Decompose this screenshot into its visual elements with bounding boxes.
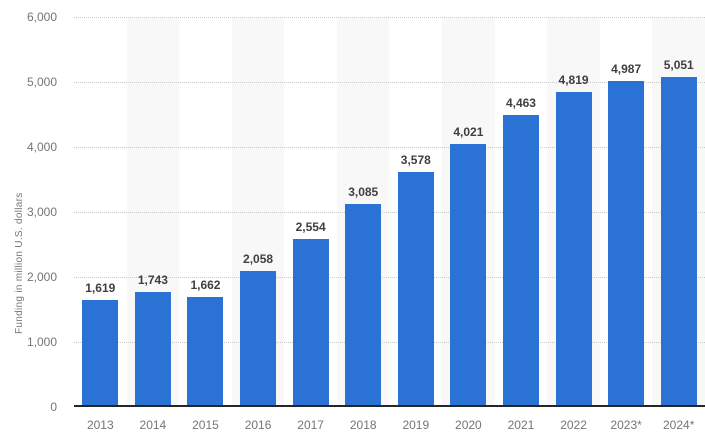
bar-2023*[interactable] xyxy=(608,80,645,405)
value-label-2023*: 4,987 xyxy=(611,61,642,76)
value-label-2020: 4,021 xyxy=(453,124,484,139)
bar-2024*[interactable] xyxy=(660,76,697,405)
bar-2021[interactable] xyxy=(502,114,539,405)
y-tick-2000: 2,000 xyxy=(26,270,57,284)
bar-2014[interactable] xyxy=(134,291,171,405)
value-label-2022: 4,819 xyxy=(558,72,589,87)
bar-2016[interactable] xyxy=(240,271,277,405)
y-tick-5000: 5,000 xyxy=(26,75,57,89)
gridline-2000 xyxy=(74,277,705,278)
bar-2018[interactable] xyxy=(345,204,382,405)
value-label-2016: 2,058 xyxy=(243,252,274,267)
bar-2013[interactable] xyxy=(82,299,119,405)
x-tick-2021: 2021 xyxy=(507,418,535,432)
bar-2015[interactable] xyxy=(187,296,224,405)
x-tick-2017: 2017 xyxy=(297,418,324,432)
x-tick-2024*: 2024* xyxy=(663,418,695,432)
y-axis: 0 1,000 2,000 3,000 4,000 5,000 6,000 xyxy=(0,0,57,442)
x-tick-2015: 2015 xyxy=(192,418,219,432)
gridline-3000 xyxy=(74,212,705,213)
y-tick-3000: 3,000 xyxy=(26,205,57,219)
y-tick-6000: 6,000 xyxy=(26,10,57,24)
value-label-2019: 3,578 xyxy=(400,153,431,168)
x-tick-2022: 2022 xyxy=(560,418,587,432)
value-label-2024*: 5,051 xyxy=(663,57,694,72)
y-tick-0: 0 xyxy=(50,400,57,414)
gridline-6000 xyxy=(74,17,705,18)
plot-area: 1,619 1,743 1,662 2,058 2,554 3,085 3,578 4,021… xyxy=(74,17,705,407)
bar-2019[interactable] xyxy=(397,172,434,405)
x-tick-2016: 2016 xyxy=(244,418,272,432)
bar-2022[interactable] xyxy=(555,91,592,405)
y-tick-4000: 4,000 xyxy=(26,140,57,154)
gridline-5000 xyxy=(74,82,705,83)
x-tick-2023*: 2023* xyxy=(610,418,642,432)
x-tick-2018: 2018 xyxy=(349,418,377,432)
value-label-2015: 1,662 xyxy=(190,277,221,292)
value-label-2018: 3,085 xyxy=(348,185,379,200)
x-tick-2019: 2019 xyxy=(402,418,430,432)
value-label-2021: 4,463 xyxy=(505,95,536,110)
value-label-2014: 1,743 xyxy=(137,272,168,287)
x-axis: 2013 2014 2015 2016 2017 2018 2019 2020 2021 2022… xyxy=(74,416,705,434)
x-tick-2014: 2014 xyxy=(139,418,167,432)
gridline-1000 xyxy=(74,342,705,343)
value-label-2017: 2,554 xyxy=(295,220,326,234)
bar-2020[interactable] xyxy=(450,143,487,405)
x-tick-2013: 2013 xyxy=(86,418,114,432)
x-tick-2020: 2020 xyxy=(455,418,482,432)
gridline-4000 xyxy=(74,147,705,148)
y-tick-1000: 1,000 xyxy=(26,335,57,349)
value-label-2013: 1,619 xyxy=(85,280,116,295)
bar-2017[interactable] xyxy=(292,239,329,405)
